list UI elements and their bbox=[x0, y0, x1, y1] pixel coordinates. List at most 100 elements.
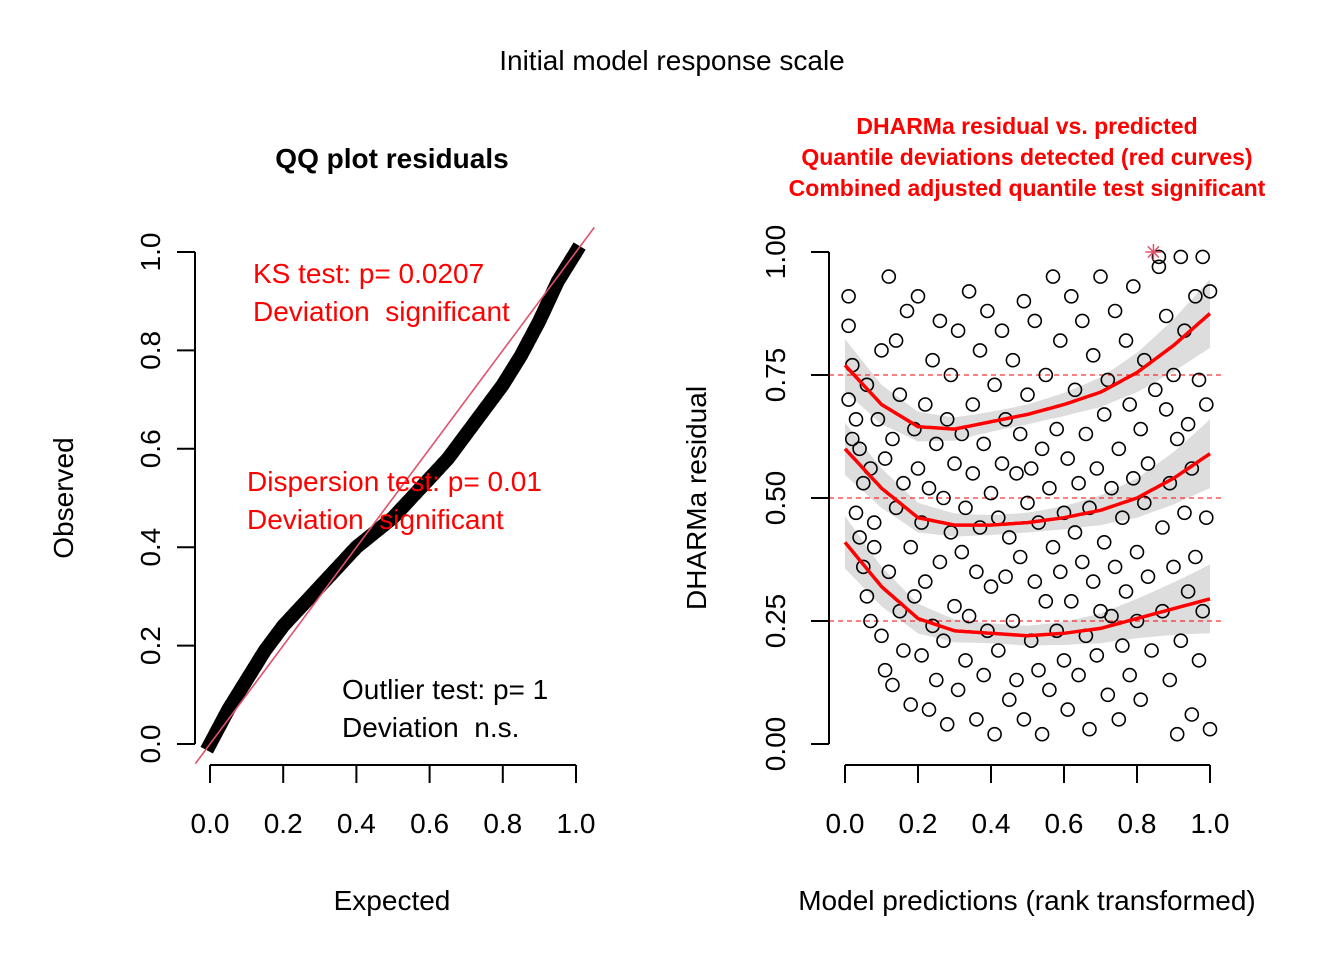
residual-y-axis-label: DHARMa residual bbox=[681, 386, 712, 610]
residual-point bbox=[885, 677, 900, 693]
residual-point bbox=[1173, 249, 1189, 265]
residual-point bbox=[928, 436, 944, 452]
outlier-asterisk-marker bbox=[1145, 244, 1162, 260]
residual-point bbox=[1042, 480, 1057, 496]
qq-x-tick-label: 0.4 bbox=[337, 808, 376, 839]
residual-point bbox=[994, 323, 1010, 339]
qq-plot-title: QQ plot residuals bbox=[275, 143, 508, 174]
residual-point bbox=[932, 554, 948, 570]
quantile-curve-q0.75 bbox=[843, 312, 1212, 431]
residual-point bbox=[1173, 633, 1189, 649]
residual-point bbox=[983, 579, 999, 594]
residual-point bbox=[969, 712, 984, 727]
residual-point bbox=[1100, 687, 1116, 703]
residual-point bbox=[1060, 702, 1075, 717]
residual-point bbox=[1082, 721, 1097, 737]
residual-point bbox=[965, 466, 981, 481]
residual-point bbox=[980, 623, 995, 639]
residual-point bbox=[852, 441, 867, 457]
residual-x-tick-label: 1.0 bbox=[1191, 808, 1230, 839]
residual-point bbox=[998, 569, 1013, 585]
residual-point bbox=[1191, 372, 1207, 388]
residual-point bbox=[874, 628, 889, 644]
residual-point bbox=[881, 564, 897, 580]
residual-y-tick-label: 0.25 bbox=[760, 594, 791, 649]
residual-point bbox=[958, 653, 973, 668]
qq-y-tick-label: 1.0 bbox=[135, 233, 166, 272]
quantile-curve-q0.50 bbox=[843, 447, 1211, 527]
residual-point bbox=[1045, 269, 1061, 284]
residual-point bbox=[914, 648, 929, 663]
quantile-band-q0.50 bbox=[845, 419, 1210, 537]
residual-point bbox=[1158, 308, 1174, 324]
residual-point bbox=[1075, 313, 1090, 329]
residual-point bbox=[1027, 574, 1043, 589]
residual-point bbox=[1071, 475, 1086, 491]
residual-y-tick-label: 0.50 bbox=[760, 471, 791, 526]
residual-point bbox=[939, 411, 955, 427]
residual-point bbox=[1199, 397, 1214, 412]
residual-point bbox=[1140, 456, 1156, 471]
residual-y-tick-label: 0.75 bbox=[760, 348, 791, 403]
quantile-band-q0.25 bbox=[845, 516, 1210, 646]
residual-point bbox=[1082, 500, 1097, 516]
residual-point bbox=[1020, 387, 1035, 403]
residual-point bbox=[855, 475, 871, 491]
residual-point bbox=[1005, 352, 1021, 368]
residual-point bbox=[1027, 313, 1043, 329]
qq-plot-data bbox=[194, 226, 595, 765]
residual-point bbox=[1071, 667, 1086, 683]
quantile-curves bbox=[843, 312, 1212, 638]
quantile-confidence-bands bbox=[845, 279, 1210, 646]
residual-point bbox=[874, 343, 889, 358]
residual-point bbox=[1020, 495, 1035, 511]
residual-point bbox=[1038, 367, 1054, 383]
outlier-asterisk-stroke bbox=[1147, 245, 1160, 259]
residual-point bbox=[848, 411, 864, 427]
residual-point bbox=[1067, 382, 1083, 398]
qq-annotation-line: Dispersion test: p= 0.01 bbox=[247, 466, 542, 497]
residual-point bbox=[1188, 288, 1203, 304]
residual-point bbox=[1053, 564, 1068, 580]
residual-point bbox=[1034, 726, 1050, 742]
residual-point bbox=[1001, 692, 1017, 708]
residual-point bbox=[881, 269, 897, 284]
residual-point bbox=[1155, 520, 1170, 535]
residual-point bbox=[1151, 259, 1167, 275]
residual-point bbox=[972, 520, 988, 535]
residual-point bbox=[844, 431, 860, 447]
residual-point bbox=[987, 377, 1002, 393]
residual-point bbox=[877, 662, 893, 678]
residual-point bbox=[1096, 534, 1112, 550]
residual-point bbox=[1038, 593, 1054, 609]
residual-point bbox=[976, 436, 992, 452]
residual-point bbox=[950, 682, 966, 698]
residual-point bbox=[980, 303, 995, 319]
residual-point bbox=[976, 667, 992, 683]
residual-point bbox=[896, 643, 911, 658]
residual-point bbox=[1111, 441, 1127, 457]
residual-point bbox=[1180, 584, 1196, 599]
residual-point bbox=[1093, 269, 1108, 284]
residual-point bbox=[1009, 466, 1024, 481]
residual-point bbox=[1202, 721, 1218, 737]
residual-point bbox=[852, 530, 867, 545]
residual-plot-axes: 0.00 0.25 0.50 0.75 1.00 0.0 0.2 0.4 0.6 0.8 1.0 bbox=[760, 225, 1229, 839]
residual-point bbox=[1005, 613, 1021, 629]
residual-vs-predicted-panel: DHARMa residual vs. predicted Quantile d… bbox=[681, 113, 1266, 916]
residual-point bbox=[1151, 249, 1167, 265]
residual-point bbox=[841, 318, 856, 334]
residual-point bbox=[1115, 638, 1130, 653]
residual-point bbox=[917, 574, 933, 589]
residual-point bbox=[866, 515, 882, 530]
residual-point bbox=[928, 672, 944, 688]
residual-point bbox=[943, 367, 959, 383]
residual-point bbox=[1177, 505, 1192, 521]
residual-point bbox=[1053, 333, 1068, 348]
residual-x-tick-label: 0.4 bbox=[972, 808, 1011, 839]
residual-point bbox=[950, 323, 966, 339]
residual-point bbox=[1078, 426, 1094, 442]
residual-point bbox=[1089, 461, 1105, 476]
residual-point bbox=[1122, 397, 1137, 412]
residual-point bbox=[921, 702, 937, 717]
